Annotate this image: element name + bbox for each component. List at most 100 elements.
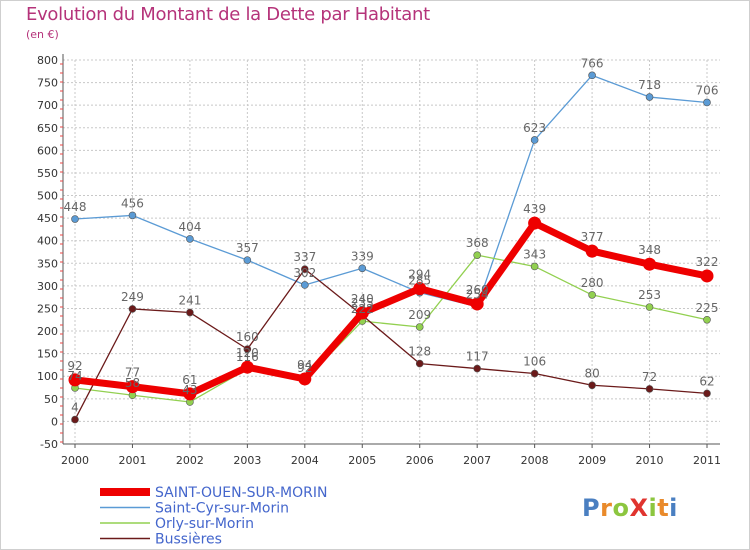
data-point: [243, 345, 252, 353]
y-tick-label: 600: [37, 144, 58, 157]
data-label: 439: [523, 202, 546, 216]
data-label: 62: [699, 374, 714, 388]
data-label: 160: [236, 330, 259, 344]
data-label: 280: [581, 276, 604, 290]
legend-label: Saint-Cyr-sur-Morin: [155, 501, 289, 517]
data-point: [186, 235, 194, 243]
data-label: 302: [293, 266, 316, 280]
y-tick-label: 500: [37, 190, 58, 203]
data-label: 249: [121, 290, 144, 304]
data-label: 343: [523, 247, 546, 261]
data-point: [415, 359, 424, 368]
data-label: 254: [466, 288, 489, 302]
x-tick-label: 2007: [463, 454, 491, 467]
data-label: 58: [125, 376, 140, 390]
chart-subtitle: (en €): [26, 28, 59, 41]
data-label: 116: [236, 350, 259, 364]
data-point: [530, 136, 539, 144]
data-point: [298, 372, 312, 386]
data-point: [703, 315, 711, 324]
data-label: 348: [638, 243, 661, 257]
y-tick-label: 350: [37, 257, 58, 270]
data-label: 43: [182, 383, 197, 397]
data-point: [643, 257, 657, 271]
y-tick-label: 800: [37, 54, 58, 67]
data-label: 294: [408, 268, 431, 282]
data-point: [700, 269, 714, 283]
y-tick-label: 650: [37, 122, 58, 135]
data-point: [588, 71, 596, 80]
data-label: 253: [638, 288, 661, 302]
y-tick-label: 150: [37, 348, 58, 361]
legend-label: Orly-sur-Morin: [155, 516, 254, 532]
data-label: 260: [466, 283, 489, 297]
data-label: 241: [178, 294, 201, 308]
data-label: 706: [696, 83, 719, 97]
y-tick-label: 550: [37, 167, 58, 180]
proxiti-logo-text: ProXiti: [582, 494, 678, 522]
data-point: [645, 93, 654, 101]
data-label: 128: [408, 345, 431, 359]
data-label: 92: [67, 359, 82, 373]
data-label: 209: [408, 308, 431, 322]
data-point: [71, 415, 79, 424]
data-label: 92: [297, 361, 312, 375]
data-point: [71, 215, 79, 223]
data-label: 106: [523, 355, 546, 369]
data-label: 623: [523, 121, 546, 135]
data-label: 225: [696, 301, 719, 315]
data-label: 117: [466, 350, 489, 364]
series-layer: [68, 71, 714, 424]
x-tick-label: 2008: [521, 454, 549, 467]
proxiti-logo: ProXiti: [582, 494, 678, 522]
y-tick-label: 250: [37, 302, 58, 315]
series-line-2: [74, 254, 708, 403]
y-tick-label: 300: [37, 280, 58, 293]
data-label: 339: [351, 249, 374, 263]
y-tick-label: 0: [51, 415, 58, 428]
data-label: 94: [297, 358, 312, 372]
y-tick-label: 50: [44, 393, 58, 406]
data-label: 377: [581, 230, 604, 244]
data-point: [415, 323, 424, 331]
y-tick-label: 400: [37, 235, 58, 248]
x-tick-label: 2009: [578, 454, 606, 467]
data-label: 240: [351, 292, 374, 306]
x-tick-label: 2005: [348, 454, 376, 467]
data-label: 61: [182, 373, 197, 387]
data-label: 766: [581, 56, 604, 70]
y-tick-label: 200: [37, 325, 58, 338]
data-label: 448: [64, 200, 87, 214]
logo-letter: o: [612, 494, 629, 522]
data-point: [183, 387, 197, 401]
data-label: 4: [71, 401, 79, 415]
data-label: 718: [638, 78, 661, 92]
data-label: 404: [178, 220, 201, 234]
logo-letter: P: [582, 494, 600, 522]
data-point: [528, 216, 542, 230]
x-tick-label: 2006: [406, 454, 434, 467]
data-point: [530, 369, 539, 378]
data-point: [301, 281, 309, 289]
logo-letter: X: [629, 494, 648, 522]
data-label: 120: [236, 346, 259, 360]
data-label: 285: [408, 274, 431, 288]
x-tick-label: 2000: [61, 454, 89, 467]
data-point: [588, 291, 596, 299]
data-label: 357: [236, 241, 259, 255]
x-tick-label: 2010: [636, 454, 664, 467]
data-label: 74: [67, 369, 82, 383]
data-label: 235: [351, 296, 374, 310]
data-point: [358, 264, 367, 273]
data-label: 72: [642, 370, 657, 384]
data-point: [128, 211, 137, 220]
data-point: [530, 262, 539, 271]
data-point: [243, 256, 252, 264]
data-label: 456: [121, 196, 144, 210]
value-label-layer: 92 77 61 120 94 240 294 260 439 377 348 322 448 456 40…: [64, 56, 719, 414]
y-tick-label: 100: [37, 370, 58, 383]
data-point: [470, 297, 484, 311]
data-label: 322: [696, 255, 719, 269]
